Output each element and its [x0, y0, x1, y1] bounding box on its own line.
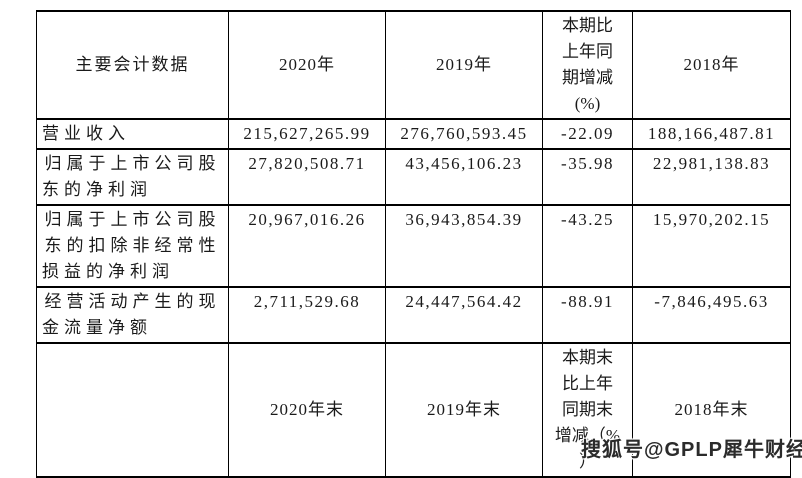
cell-change-value: -88.91: [542, 286, 633, 344]
row-label: 经营活动产生的现金流量净额: [36, 286, 229, 344]
header-cell-change-pct: 本期比 上年同 期增减 (%): [542, 10, 633, 120]
footer-cell-change-pct: 本期末 比上年 同期末 增减（% ）: [542, 342, 633, 478]
cell-2020-value: 27,820,508.71: [228, 148, 386, 206]
cell-change-value: -22.09: [542, 118, 633, 150]
row-label: 营业收入: [36, 118, 229, 150]
footer-cell-year-end-2020: 2020年末: [228, 342, 386, 478]
cell-2018-value: -7,846,495.63: [632, 286, 791, 344]
header-cell-metric: 主要会计数据: [36, 10, 229, 120]
header-cell-year-2018: 2018年: [632, 10, 791, 120]
table-row-net-profit-after-deduction: 归属于上市公司股东的扣除非经常性损益的净利润 20,967,016.26 36,…: [36, 204, 791, 288]
cell-2020-value: 20,967,016.26: [228, 204, 386, 288]
header-cell-year-2019: 2019年: [385, 10, 543, 120]
header-row: 主要会计数据 2020年 2019年 本期比 上年同 期增减 (%) 2018年: [36, 10, 791, 120]
table-row-net-profit: 归属于上市公司股东的净利润 27,820,508.71 43,456,106.2…: [36, 148, 791, 206]
cell-change-value: -35.98: [542, 148, 633, 206]
financial-summary-table: 主要会计数据 2020年 2019年 本期比 上年同 期增减 (%) 2018年…: [36, 10, 791, 478]
cell-2018-value: 22,981,138.83: [632, 148, 791, 206]
header-cell-year-2020: 2020年: [228, 10, 386, 120]
cell-2019-value: 276,760,593.45: [385, 118, 543, 150]
table-row-operating-cash-flow: 经营活动产生的现金流量净额 2,711,529.68 24,447,564.42…: [36, 286, 791, 344]
table-row-operating-revenue: 营业收入 215,627,265.99 276,760,593.45 -22.0…: [36, 118, 791, 150]
footer-cell-empty: [36, 342, 229, 478]
sohu-watermark: 搜狐号@GPLP犀牛财经: [581, 439, 802, 461]
cell-2018-value: 15,970,202.15: [632, 204, 791, 288]
cell-change-value: -43.25: [542, 204, 633, 288]
footer-cell-year-end-2019: 2019年末: [385, 342, 543, 478]
cell-2019-value: 43,456,106.23: [385, 148, 543, 206]
row-label: 归属于上市公司股东的净利润: [36, 148, 229, 206]
financial-summary-table-container: 主要会计数据 2020年 2019年 本期比 上年同 期增减 (%) 2018年…: [36, 10, 791, 478]
footer-cell-year-end-2018: 2018年末: [632, 342, 791, 478]
cell-2020-value: 215,627,265.99: [228, 118, 386, 150]
row-label: 归属于上市公司股东的扣除非经常性损益的净利润: [36, 204, 229, 288]
cell-2018-value: 188,166,487.81: [632, 118, 791, 150]
cell-2020-value: 2,711,529.68: [228, 286, 386, 344]
cell-2019-value: 24,447,564.42: [385, 286, 543, 344]
cell-2019-value: 36,943,854.39: [385, 204, 543, 288]
